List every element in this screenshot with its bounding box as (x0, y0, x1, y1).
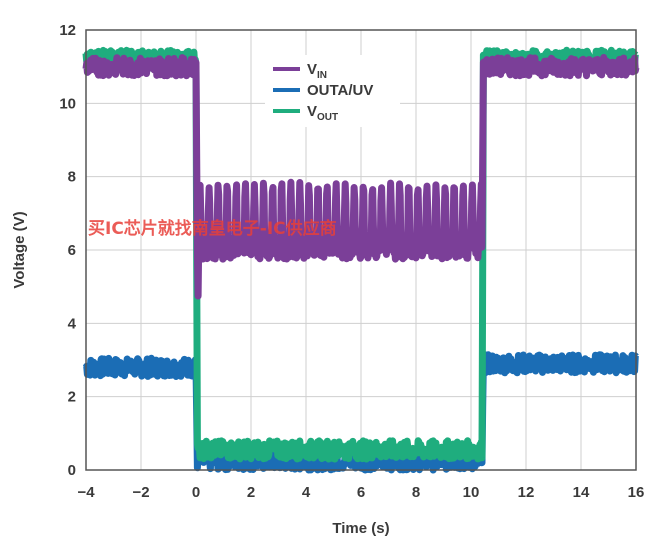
y-tick-label: 8 (68, 169, 76, 186)
watermark-text: 买IC芯片就找南皇电子-IC供应商 (88, 218, 337, 239)
series-outa-uv (82, 351, 639, 474)
series-line-outa-uv (82, 351, 639, 474)
plot-frame (85, 29, 637, 471)
x-tick-label: 12 (518, 484, 535, 501)
x-tick-label: −4 (77, 484, 95, 501)
x-tick-label: 16 (628, 484, 645, 501)
series-vin (82, 54, 640, 300)
series-line-vin (82, 54, 640, 300)
y-tick-label: 2 (68, 389, 76, 406)
y-tick-label: 10 (59, 95, 76, 112)
legend-label-outa-uv: OUTA/UV (307, 82, 373, 99)
x-tick-label: 8 (412, 484, 420, 501)
plot-area (82, 46, 640, 474)
y-tick-label: 12 (59, 22, 76, 39)
x-tick-label: 2 (247, 484, 255, 501)
x-tick-label: 4 (302, 484, 311, 501)
y-tick-label: 6 (68, 242, 76, 259)
x-tick-label: −2 (132, 484, 149, 501)
x-tick-label: 0 (192, 484, 200, 501)
x-tick-label: 10 (463, 484, 480, 501)
y-axis-title: Voltage (V) (11, 211, 28, 288)
y-tick-label: 0 (68, 462, 76, 479)
x-axis-title: Time (s) (332, 520, 389, 537)
x-tick-label: 6 (357, 484, 365, 501)
y-tick-label: 4 (68, 315, 77, 332)
x-tick-label: 14 (573, 484, 590, 501)
tick-labels: −4 −2 0 2 4 6 8 10 12 14 16 0 2 4 6 8 10 12 (59, 22, 644, 501)
